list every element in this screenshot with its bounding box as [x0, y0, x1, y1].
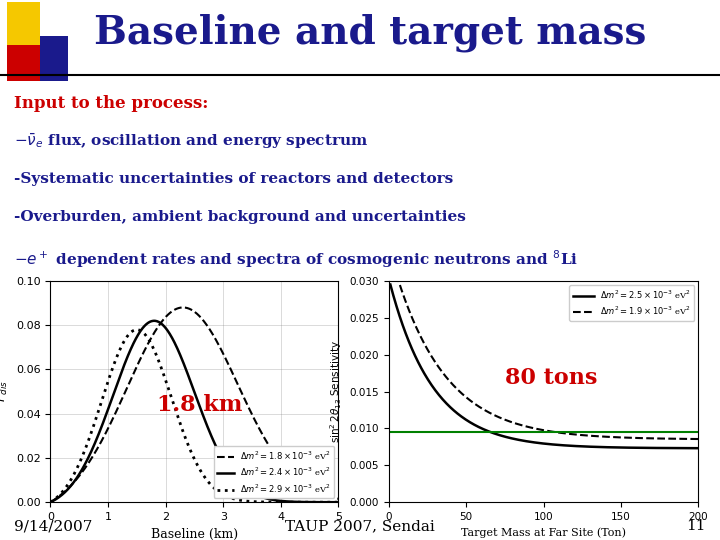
$\Delta m^2 = 2.4\times10^{-3}$ eV$^2$	[185, 375, 194, 382]
Text: $-e^+$ dependent rates and spectra of cosmogenic neutrons and $^8$Li: $-e^+$ dependent rates and spectra of co…	[14, 248, 578, 269]
$\Delta m^2 = 1.9\times10^{-3}$ eV$^2$	[639, 435, 647, 441]
Text: 1.8 km: 1.8 km	[157, 394, 243, 416]
Legend: $\Delta m^2 = 1.8\times10^{-3}$ eV$^2$, $\Delta m^2 = 2.4\times10^{-3}$ eV$^2$, : $\Delta m^2 = 1.8\times10^{-3}$ eV$^2$, …	[214, 446, 334, 498]
X-axis label: Target Mass at Far Site (Ton): Target Mass at Far Site (Ton)	[461, 528, 626, 538]
Legend: $\Delta m^2 = 2.5\times10^{-3}$ eV$^2$, $\Delta m^2 = 1.9\times10^{-3}$ eV$^2$: $\Delta m^2 = 2.5\times10^{-3}$ eV$^2$, …	[570, 285, 694, 321]
$\Delta m^2 = 2.4\times10^{-3}$ eV$^2$	[46, 499, 55, 505]
$\Delta m^2 = 1.8\times10^{-3}$ eV$^2$	[185, 306, 194, 312]
$\Delta m^2 = 1.9\times10^{-3}$ eV$^2$	[694, 436, 703, 442]
$\Delta m^2 = 2.5\times10^{-3}$ eV$^2$	[534, 440, 543, 446]
$\Delta m^2 = 2.9\times10^{-3}$ eV$^2$	[328, 499, 336, 505]
$\Delta m^2 = 2.4\times10^{-3}$ eV$^2$	[184, 371, 192, 377]
$\Delta m^2 = 2.5\times10^{-3}$ eV$^2$	[687, 445, 696, 451]
Bar	[7, 3, 40, 45]
$\Delta m^2 = 2.9\times10^{-3}$ eV$^2$	[334, 499, 343, 505]
Text: -Systematic uncertainties of reactors and detectors: -Systematic uncertainties of reactors an…	[14, 172, 454, 186]
Y-axis label: $\sin^2 2\theta_{13}$ Sensitivity: $\sin^2 2\theta_{13}$ Sensitivity	[328, 340, 344, 443]
$\Delta m^2 = 1.9\times10^{-3}$ eV$^2$	[532, 426, 541, 432]
$\Delta m^2 = 2.4\times10^{-3}$ eV$^2$	[150, 318, 158, 324]
Text: TAUP 2007, Sendai: TAUP 2007, Sendai	[285, 519, 435, 534]
X-axis label: Baseline (km): Baseline (km)	[150, 528, 238, 540]
Y-axis label: $P_{dis}$: $P_{dis}$	[0, 381, 10, 402]
$\Delta m^2 = 2.4\times10^{-3}$ eV$^2$	[218, 456, 227, 462]
Line: $\Delta m^2 = 2.5\times10^{-3}$ eV$^2$: $\Delta m^2 = 2.5\times10^{-3}$ eV$^2$	[390, 285, 698, 448]
$\Delta m^2 = 2.9\times10^{-3}$ eV$^2$	[283, 499, 292, 505]
$\Delta m^2 = 2.5\times10^{-3}$ eV$^2$	[532, 440, 541, 446]
$\Delta m^2 = 1.9\times10^{-3}$ eV$^2$	[687, 436, 696, 442]
$\Delta m^2 = 2.5\times10^{-3}$ eV$^2$	[553, 442, 562, 448]
$\Delta m^2 = 1.8\times10^{-3}$ eV$^2$	[218, 349, 227, 355]
$\Delta m^2 = 1.8\times10^{-3}$ eV$^2$	[202, 322, 211, 328]
Text: Input to the process:: Input to the process:	[14, 95, 209, 112]
Text: 11: 11	[686, 519, 706, 534]
$\Delta m^2 = 2.5\times10^{-3}$ eV$^2$	[639, 444, 647, 451]
Line: $\Delta m^2 = 2.4\times10^{-3}$ eV$^2$: $\Delta m^2 = 2.4\times10^{-3}$ eV$^2$	[50, 321, 338, 502]
Bar	[7, 45, 40, 81]
$\Delta m^2 = 1.8\times10^{-3}$ eV$^2$	[46, 499, 55, 505]
$\Delta m^2 = 1.8\times10^{-3}$ eV$^2$	[184, 305, 192, 312]
$\Delta m^2 = 2.9\times10^{-3}$ eV$^2$	[218, 491, 227, 497]
$\Delta m^2 = 1.8\times10^{-3}$ eV$^2$	[334, 496, 343, 502]
$\Delta m^2 = 2.4\times10^{-3}$ eV$^2$	[334, 499, 343, 505]
$\Delta m^2 = 2.9\times10^{-3}$ eV$^2$	[184, 441, 192, 447]
Line: $\Delta m^2 = 1.9\times10^{-3}$ eV$^2$: $\Delta m^2 = 1.9\times10^{-3}$ eV$^2$	[390, 253, 698, 439]
$\Delta m^2 = 2.5\times10^{-3}$ eV$^2$	[694, 445, 703, 451]
Line: $\Delta m^2 = 2.9\times10^{-3}$ eV$^2$: $\Delta m^2 = 2.9\times10^{-3}$ eV$^2$	[50, 330, 338, 502]
$\Delta m^2 = 1.9\times10^{-3}$ eV$^2$	[570, 431, 578, 437]
$\Delta m^2 = 1.8\times10^{-3}$ eV$^2$	[328, 494, 336, 501]
$\Delta m^2 = 2.9\times10^{-3}$ eV$^2$	[46, 499, 55, 505]
$\Delta m^2 = 2.5\times10^{-3}$ eV$^2$	[570, 443, 578, 449]
$\Delta m^2 = 2.4\times10^{-3}$ eV$^2$	[283, 498, 292, 505]
Text: $-\bar{\nu}_e$ flux, oscillation and energy spectrum: $-\bar{\nu}_e$ flux, oscillation and ene…	[14, 132, 369, 151]
$\Delta m^2 = 2.4\times10^{-3}$ eV$^2$	[202, 422, 211, 428]
Text: -Overburden, ambient background and uncertainties: -Overburden, ambient background and unce…	[14, 210, 466, 224]
$\Delta m^2 = 2.4\times10^{-3}$ eV$^2$	[328, 499, 336, 505]
$\Delta m^2 = 1.9\times10^{-3}$ eV$^2$	[553, 429, 562, 436]
$\Delta m^2 = 1.8\times10^{-3}$ eV$^2$	[283, 467, 292, 474]
$\Delta m^2 = 1.8\times10^{-3}$ eV$^2$	[179, 304, 187, 310]
$\Delta m^2 = 2.9\times10^{-3}$ eV$^2$	[132, 327, 141, 333]
$\Delta m^2 = 1.9\times10^{-3}$ eV$^2$	[386, 250, 395, 256]
Line: $\Delta m^2 = 1.8\times10^{-3}$ eV$^2$: $\Delta m^2 = 1.8\times10^{-3}$ eV$^2$	[50, 307, 338, 502]
$\Delta m^2 = 2.9\times10^{-3}$ eV$^2$	[202, 477, 211, 483]
Bar	[40, 36, 68, 81]
$\Delta m^2 = 2.9\times10^{-3}$ eV$^2$	[185, 445, 194, 451]
Text: 80 tons: 80 tons	[505, 367, 598, 389]
Text: 9/14/2007: 9/14/2007	[14, 519, 93, 534]
$\Delta m^2 = 1.9\times10^{-3}$ eV$^2$	[534, 426, 543, 433]
Text: Baseline and target mass: Baseline and target mass	[94, 13, 646, 52]
$\Delta m^2 = 2.5\times10^{-3}$ eV$^2$	[386, 281, 395, 288]
